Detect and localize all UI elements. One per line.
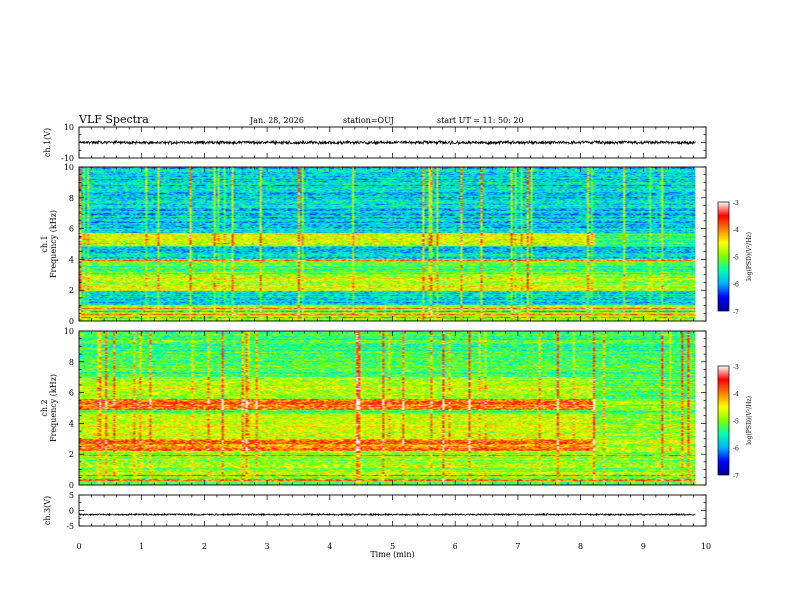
- colorbar-ch1-scale: [717, 201, 730, 312]
- chart-station: station=OUJ: [343, 116, 394, 125]
- spec2-axis-title-line1: ch.2: [40, 399, 49, 416]
- ch1-voltage-trace: [78, 139, 696, 146]
- spec2-tick-label: 8: [69, 358, 74, 367]
- colorbar-ch1-tick: -6: [733, 282, 739, 289]
- spec2-axis-title-line2: Frequency (kHz): [49, 374, 58, 442]
- x-tick-label: 7: [515, 542, 520, 551]
- spec1-tick-label: 6: [69, 225, 74, 234]
- colorbar-ch1-tick: -7: [733, 309, 739, 316]
- spec2-tick-label: 10: [64, 327, 74, 336]
- chart-start-time: start UT = 11: 50: 20: [437, 116, 524, 125]
- spec1-axis-title-line2: Frequency (kHz): [49, 210, 58, 278]
- colorbar-ch2-scale: [717, 365, 730, 476]
- colorbar-ch1-tick: -4: [733, 227, 739, 234]
- spectrogram-ch1-image: [79, 167, 696, 321]
- colorbar-ch2-tick: -3: [733, 364, 739, 371]
- spectrogram-ch2-image: [79, 331, 696, 485]
- x-tick-label: 2: [202, 542, 207, 551]
- spec1-tick-label: 0: [69, 317, 74, 326]
- spec1-tick-label: 2: [69, 286, 74, 295]
- colorbar-ch2-tick: -5: [733, 419, 739, 426]
- colorbar-ch2-tick: -4: [733, 391, 739, 398]
- spec1-axis-title-line1: ch.1: [40, 235, 49, 252]
- ch1v-tick-label: 10: [64, 123, 74, 132]
- spec2-tick-label: 4: [69, 419, 74, 428]
- colorbar-ch2-tick: -6: [733, 446, 739, 453]
- x-tick-label: 5: [390, 542, 395, 551]
- spec1-tick-label: 4: [69, 255, 74, 264]
- axis-ticks: [78, 126, 707, 527]
- colorbar-ch2-label: log(PSD)(V²/Hz): [746, 396, 753, 445]
- ch3v-axis-title: ch.3(V): [43, 496, 52, 525]
- x-tick-label: 6: [453, 542, 458, 551]
- x-tick-label: 1: [139, 542, 144, 551]
- ch3v-tick-label: -5: [66, 522, 74, 531]
- chart-title: VLF Spectra: [78, 113, 149, 126]
- colorbar-ch1-tick: -3: [733, 200, 739, 207]
- colorbar-ch1: -3 -4 -5 -6 -7 log(PSD)(V²/Hz): [717, 200, 753, 316]
- x-tick-label: 10: [701, 542, 711, 551]
- x-tick-label: 3: [265, 542, 270, 551]
- x-tick-label: 0: [76, 542, 81, 551]
- spec1-tick-label: 8: [69, 194, 74, 203]
- spec2-tick-label: 0: [69, 481, 74, 490]
- colorbar-ch2-tick: -7: [733, 473, 739, 480]
- spec2-tick-label: 2: [69, 450, 74, 459]
- ch3v-tick-label: 5: [69, 491, 74, 500]
- spec2-tick-label: 6: [69, 389, 74, 398]
- x-axis-title: Time (min): [370, 550, 414, 559]
- spec1-tick-label: 10: [64, 163, 74, 172]
- colorbar-ch1-label: log(PSD)(V²/Hz): [746, 232, 753, 281]
- x-tick-label: 4: [327, 542, 332, 551]
- x-tick-label: 9: [641, 542, 646, 551]
- colorbar-ch1-tick: -5: [733, 255, 739, 262]
- ch1v-axis-title: ch.1(V): [43, 128, 52, 157]
- ch3-voltage-trace: [78, 512, 696, 517]
- colorbar-ch2: -3 -4 -5 -6 -7 log(PSD)(V²/Hz): [717, 364, 753, 480]
- ch3v-tick-label: 0: [69, 507, 74, 516]
- x-tick-label: 8: [578, 542, 583, 551]
- ch1v-tick-label: -10: [61, 154, 74, 163]
- chart-date: Jan. 28, 2026: [249, 116, 304, 125]
